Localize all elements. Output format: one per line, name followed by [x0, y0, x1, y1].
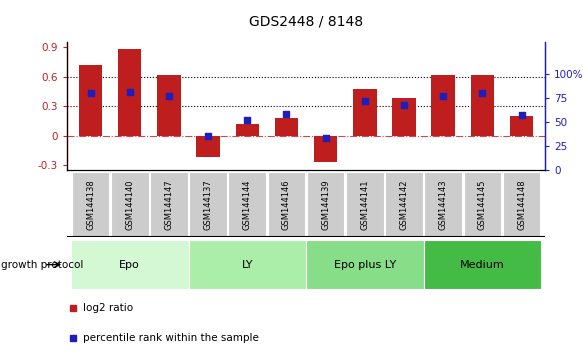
- Bar: [431, 75, 455, 136]
- Text: GSM144146: GSM144146: [282, 179, 291, 230]
- Text: Epo plus LY: Epo plus LY: [333, 259, 396, 270]
- Bar: [118, 49, 142, 136]
- Bar: [196, 136, 220, 157]
- Text: percentile rank within the sample: percentile rank within the sample: [83, 333, 259, 343]
- Text: GSM144145: GSM144145: [478, 179, 487, 230]
- Text: LY: LY: [241, 259, 253, 270]
- Point: [477, 91, 487, 96]
- Text: GSM144137: GSM144137: [203, 179, 213, 230]
- Text: GSM144141: GSM144141: [360, 179, 370, 230]
- Bar: [306, 240, 424, 289]
- Bar: [189, 172, 227, 237]
- Text: Medium: Medium: [460, 259, 505, 270]
- Point: [360, 98, 370, 104]
- Bar: [470, 75, 494, 136]
- Bar: [275, 118, 298, 136]
- Bar: [424, 240, 541, 289]
- Bar: [346, 172, 384, 237]
- Point: [282, 112, 291, 117]
- Point: [399, 102, 409, 108]
- Point: [243, 118, 252, 123]
- Text: GSM144142: GSM144142: [399, 179, 409, 230]
- Point: [203, 133, 213, 139]
- Text: GSM144143: GSM144143: [439, 179, 448, 230]
- Bar: [150, 172, 188, 237]
- Point: [164, 93, 174, 99]
- Bar: [503, 172, 540, 237]
- Bar: [510, 116, 533, 136]
- Point: [438, 93, 448, 99]
- Bar: [424, 172, 462, 237]
- Bar: [79, 65, 102, 136]
- Text: GSM144138: GSM144138: [86, 179, 95, 230]
- Text: Epo: Epo: [120, 259, 140, 270]
- Bar: [236, 124, 259, 136]
- Bar: [188, 240, 306, 289]
- Bar: [71, 240, 188, 289]
- Text: GSM144148: GSM144148: [517, 179, 526, 230]
- Point: [517, 113, 526, 118]
- Text: GSM144139: GSM144139: [321, 179, 330, 230]
- Bar: [268, 172, 305, 237]
- Point: [321, 136, 331, 141]
- Bar: [72, 172, 110, 237]
- Text: GSM144140: GSM144140: [125, 179, 134, 230]
- Bar: [385, 172, 423, 237]
- Bar: [353, 88, 377, 136]
- Text: growth protocol: growth protocol: [1, 259, 83, 270]
- Bar: [229, 172, 266, 237]
- Bar: [463, 172, 501, 237]
- Text: GDS2448 / 8148: GDS2448 / 8148: [249, 14, 363, 28]
- Bar: [314, 136, 338, 162]
- Bar: [157, 75, 181, 136]
- Bar: [307, 172, 345, 237]
- Point: [86, 91, 95, 96]
- Point: [125, 89, 135, 95]
- Text: log2 ratio: log2 ratio: [83, 303, 133, 313]
- Text: GSM144144: GSM144144: [243, 179, 252, 230]
- Bar: [111, 172, 149, 237]
- Bar: [392, 98, 416, 136]
- Text: GSM144147: GSM144147: [164, 179, 173, 230]
